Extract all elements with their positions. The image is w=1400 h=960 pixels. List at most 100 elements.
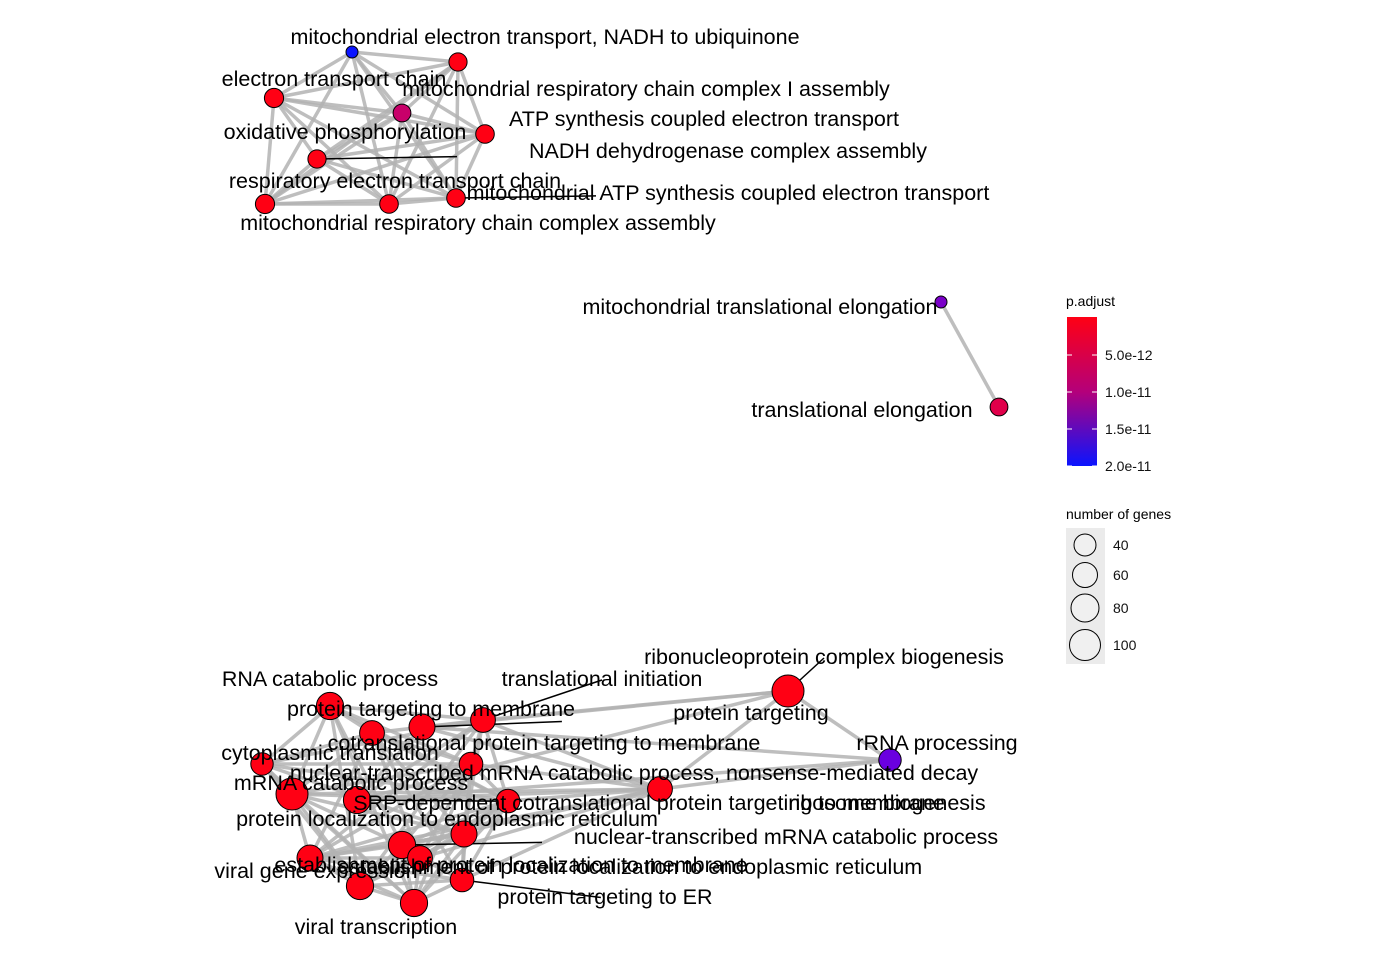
network-edge	[401, 799, 509, 847]
network-edge	[264, 132, 486, 206]
size-legend-circle	[1069, 629, 1101, 661]
network-edge	[421, 725, 891, 762]
network-edge	[400, 112, 458, 199]
color-tick-label: 1.5e-11	[1105, 421, 1152, 437]
network-node[interactable]	[407, 845, 433, 871]
network-edge	[658, 689, 790, 791]
network-edge	[329, 704, 484, 722]
network-edge	[787, 689, 891, 762]
node-label: establishment of protein localization to…	[338, 855, 922, 879]
network-edge	[387, 112, 404, 205]
network-edge	[328, 705, 404, 846]
network-edge	[273, 96, 457, 200]
network-edge	[291, 762, 472, 796]
network-node[interactable]	[296, 844, 324, 872]
network-edge	[387, 132, 487, 206]
node-label: mitochondrial respiratory chain complex …	[402, 77, 890, 101]
network-edge	[418, 763, 473, 859]
network-edge	[460, 800, 510, 881]
node-label: establishment of protein localization to…	[274, 853, 747, 877]
color-tick-label: 2.0e-11	[1105, 458, 1152, 474]
network-node[interactable]	[449, 867, 475, 893]
node-label: nuclear-transcribed mRNA catabolic proce…	[574, 825, 998, 849]
color-legend-title: p.adjust	[1066, 293, 1115, 309]
network-node[interactable]	[342, 785, 372, 815]
network-node[interactable]	[399, 888, 429, 918]
network-edge	[291, 792, 465, 836]
node-label: rRNA processing	[856, 731, 1017, 755]
network-edge	[309, 843, 403, 860]
label-leader-line	[455, 195, 597, 199]
network-node[interactable]	[458, 751, 484, 777]
network-edge	[482, 718, 661, 791]
network-edge	[412, 799, 510, 905]
network-edge	[272, 96, 319, 161]
label-leader-line	[461, 879, 601, 899]
network-edge	[316, 157, 390, 206]
network-node[interactable]	[315, 691, 345, 721]
network-node[interactable]	[450, 820, 478, 848]
size-tick-label: 40	[1113, 537, 1129, 553]
node-label: viral gene expression	[214, 859, 417, 883]
network-edge	[421, 725, 661, 791]
node-label: mRNA catabolic process	[234, 771, 468, 795]
network-edge	[291, 792, 509, 803]
network-edge	[260, 704, 332, 766]
node-label: cytoplasmic translation	[221, 741, 438, 765]
node-label: respiratory electron transport chain	[229, 169, 561, 193]
network-edge	[263, 157, 319, 206]
network-node[interactable]	[475, 124, 495, 144]
network-edge	[400, 762, 473, 847]
size-legend-title: number of genes	[1066, 506, 1171, 522]
network-node[interactable]	[647, 776, 673, 802]
network-node[interactable]	[250, 752, 274, 776]
network-node[interactable]	[408, 713, 436, 741]
node-layer	[250, 45, 1009, 918]
network-node[interactable]	[392, 103, 412, 123]
node-label: ribosome biogenesis	[788, 791, 985, 815]
network-node[interactable]	[771, 674, 805, 708]
network-edge	[273, 50, 353, 100]
node-label: protein targeting to membrane	[287, 697, 575, 721]
network-edge	[470, 762, 661, 791]
node-label: nuclear-transcribed mRNA catabolic proce…	[290, 761, 979, 785]
network-edge	[481, 719, 510, 802]
node-label: protein localization to endoplasmic reti…	[236, 807, 658, 831]
network-node[interactable]	[254, 193, 276, 215]
network-node[interactable]	[275, 777, 309, 811]
size-tick-label: 100	[1113, 637, 1137, 653]
node-label: RNA catabolic process	[222, 667, 438, 691]
node-label: mitochondrial translational elongation	[583, 295, 938, 319]
network-edge	[273, 60, 459, 100]
network-edge	[309, 762, 472, 860]
network-edge	[356, 718, 484, 802]
network-node[interactable]	[379, 194, 399, 214]
network-edge	[461, 787, 661, 882]
color-legend-ticks	[1067, 354, 1097, 467]
network-node[interactable]	[495, 788, 521, 814]
network-node[interactable]	[448, 52, 468, 72]
node-label: electron transport chain	[222, 67, 447, 91]
node-label: protein targeting to ER	[497, 885, 712, 909]
network-node[interactable]	[345, 45, 359, 59]
network-node[interactable]	[446, 188, 466, 208]
size-legend-circle	[1070, 593, 1100, 623]
network-edge	[309, 856, 463, 882]
network-node[interactable]	[470, 707, 496, 733]
network-node[interactable]	[359, 720, 385, 746]
network-node[interactable]	[307, 149, 327, 169]
node-label: mitochondrial ATP synthesis coupled elec…	[467, 181, 990, 205]
label-leader-line	[482, 679, 603, 721]
node-label: ATP synthesis coupled electron transport	[509, 107, 899, 131]
network-node[interactable]	[989, 397, 1009, 417]
network-node[interactable]	[934, 295, 948, 309]
network-edge	[263, 60, 460, 206]
network-edge	[454, 61, 460, 199]
size-tick-label: 80	[1113, 600, 1129, 616]
network-node[interactable]	[878, 748, 902, 772]
color-tick-label: 1.0e-11	[1105, 384, 1152, 400]
network-node[interactable]	[345, 871, 375, 901]
network-node[interactable]	[263, 87, 285, 109]
node-label: cotranslational protein targeting to mem…	[328, 731, 761, 755]
